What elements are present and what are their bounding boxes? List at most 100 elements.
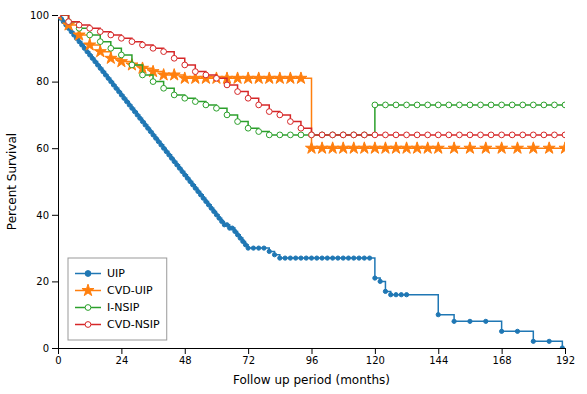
series xyxy=(58,15,565,138)
point xyxy=(478,102,484,108)
point xyxy=(414,132,420,138)
point xyxy=(515,329,519,333)
point xyxy=(87,32,93,38)
point xyxy=(411,142,423,153)
point xyxy=(404,102,410,108)
point xyxy=(372,102,378,108)
x-tick: 24 xyxy=(116,348,129,366)
y-tick-label: 0 xyxy=(43,343,49,354)
point xyxy=(97,29,103,35)
point xyxy=(543,142,555,153)
legend-label: CVD-NSIP xyxy=(107,318,160,331)
point xyxy=(422,142,434,153)
point xyxy=(161,49,167,55)
point xyxy=(66,19,72,25)
point xyxy=(351,132,357,138)
point xyxy=(257,246,261,250)
x-tick-label: 48 xyxy=(179,355,192,366)
point xyxy=(389,293,393,297)
point xyxy=(158,69,170,80)
point xyxy=(97,39,103,45)
chart: 024487296120144168192020406080100UIPCVD-… xyxy=(0,0,587,394)
point xyxy=(63,19,75,30)
point xyxy=(192,69,198,75)
y-tick: 40 xyxy=(36,210,58,221)
point xyxy=(379,142,391,153)
point xyxy=(235,89,241,95)
point xyxy=(511,142,523,153)
point xyxy=(467,102,473,108)
y-tick-mark xyxy=(52,148,58,149)
point xyxy=(224,82,230,88)
y-tick: 0 xyxy=(43,343,58,354)
point xyxy=(378,279,382,283)
point xyxy=(436,313,440,317)
point xyxy=(346,256,350,260)
y-tick-mark xyxy=(52,15,58,16)
x-tick-mark xyxy=(185,348,186,354)
plot: 024487296120144168192020406080100UIPCVD-… xyxy=(30,9,575,366)
y-axis-title: Percent Survival xyxy=(5,133,19,230)
point xyxy=(256,102,262,108)
point xyxy=(309,256,313,260)
y-axis-line xyxy=(52,16,59,349)
point xyxy=(401,142,413,153)
point xyxy=(266,132,272,138)
point xyxy=(414,102,420,108)
point xyxy=(484,319,488,323)
point xyxy=(456,132,462,138)
point xyxy=(325,256,329,260)
point xyxy=(478,132,484,138)
y-tick-label: 40 xyxy=(36,210,49,221)
point xyxy=(552,102,558,108)
point xyxy=(108,45,114,51)
point xyxy=(425,102,431,108)
point xyxy=(520,102,526,108)
point xyxy=(315,256,319,260)
point xyxy=(304,256,308,260)
point xyxy=(214,105,220,111)
point xyxy=(150,79,156,85)
point xyxy=(203,72,209,78)
y-tick-label: 20 xyxy=(36,276,49,287)
point xyxy=(262,246,266,250)
y-tick-label: 60 xyxy=(36,143,49,154)
point xyxy=(390,142,402,153)
point xyxy=(358,142,370,153)
point xyxy=(327,142,339,153)
point xyxy=(298,132,304,138)
legend-entry: CVD-NSIP xyxy=(75,318,160,331)
point xyxy=(182,95,188,101)
legend-entry: I-NSIP xyxy=(75,301,140,314)
point xyxy=(278,256,282,260)
point xyxy=(287,132,293,138)
point xyxy=(246,246,250,250)
point xyxy=(235,119,241,125)
point xyxy=(245,125,251,131)
point xyxy=(448,142,460,153)
x-tick: 120 xyxy=(366,348,385,366)
point xyxy=(330,132,336,138)
point xyxy=(352,256,356,260)
point xyxy=(404,132,410,138)
point xyxy=(435,102,441,108)
point xyxy=(182,62,188,68)
series-line xyxy=(58,15,565,135)
point xyxy=(251,246,255,250)
x-tick-label: 192 xyxy=(556,355,575,366)
point xyxy=(559,142,565,153)
series xyxy=(58,15,565,153)
point xyxy=(192,99,198,105)
x-tick: 144 xyxy=(429,348,448,366)
point xyxy=(272,253,276,257)
point xyxy=(129,39,135,45)
y-tick: 20 xyxy=(36,276,58,287)
point xyxy=(357,256,361,260)
series xyxy=(58,15,564,348)
x-tick: 96 xyxy=(306,348,319,366)
point xyxy=(520,132,526,138)
point xyxy=(108,32,114,38)
point xyxy=(316,142,328,153)
point xyxy=(530,132,536,138)
point xyxy=(341,256,345,260)
